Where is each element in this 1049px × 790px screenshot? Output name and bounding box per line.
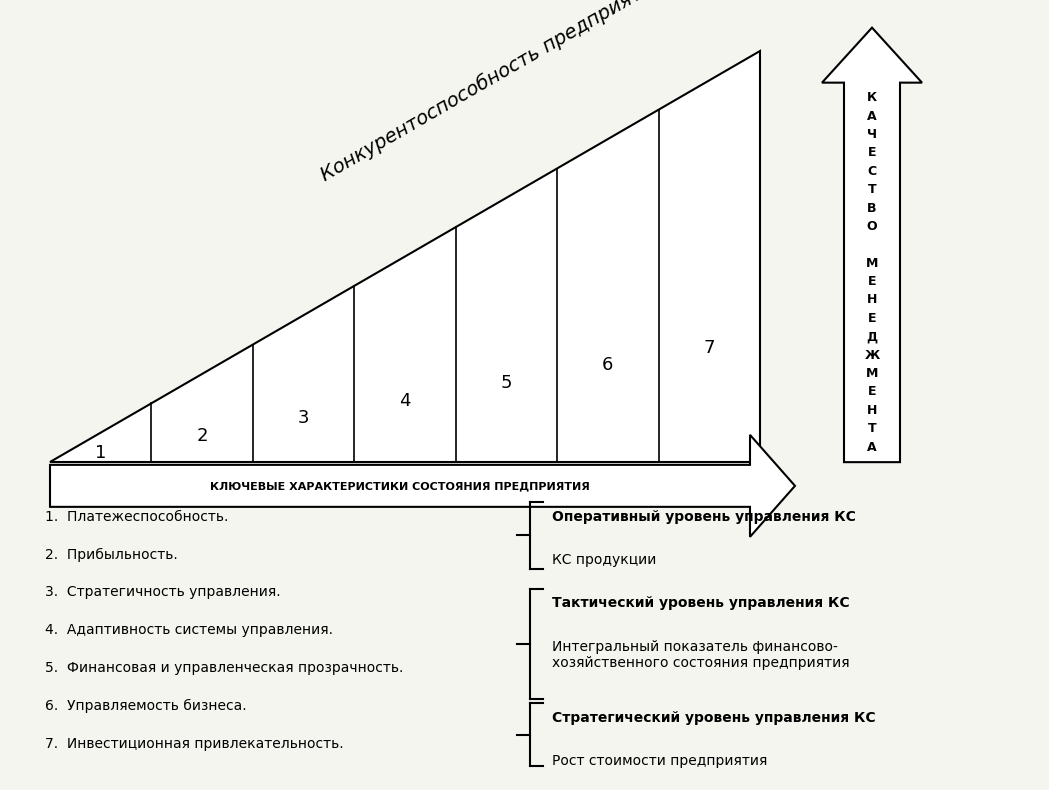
Text: 4: 4 (400, 392, 411, 409)
Text: Тактический уровень управления КС: Тактический уровень управления КС (552, 596, 850, 611)
Text: Е: Е (868, 146, 876, 160)
Text: К: К (866, 91, 877, 104)
Text: Н: Н (866, 404, 877, 417)
Text: 1.  Платежеспособность.: 1. Платежеспособность. (45, 510, 229, 524)
Text: КЛЮЧЕВЫЕ ХАРАКТЕРИСТИКИ СОСТОЯНИЯ ПРЕДПРИЯТИЯ: КЛЮЧЕВЫЕ ХАРАКТЕРИСТИКИ СОСТОЯНИЯ ПРЕДПР… (210, 481, 590, 491)
Text: КС продукции: КС продукции (552, 553, 657, 567)
Text: О: О (866, 220, 877, 233)
Text: 6.  Управляемость бизнеса.: 6. Управляемость бизнеса. (45, 699, 247, 713)
Text: С: С (868, 165, 877, 178)
Polygon shape (50, 435, 795, 537)
Text: А: А (868, 441, 877, 453)
Text: Е: Е (868, 312, 876, 325)
Text: Рост стоимости предприятия: Рост стоимости предприятия (552, 754, 768, 769)
Text: Т: Т (868, 183, 876, 196)
Text: В: В (868, 201, 877, 215)
Text: 7.  Инвестиционная привлекательность.: 7. Инвестиционная привлекательность. (45, 737, 344, 751)
Text: 2.  Прибыльность.: 2. Прибыльность. (45, 547, 177, 562)
Text: Е: Е (868, 386, 876, 398)
Text: М: М (865, 367, 878, 380)
Text: 7: 7 (704, 339, 715, 357)
Text: 5: 5 (500, 374, 512, 392)
Text: Е: Е (868, 275, 876, 288)
Text: 5.  Финансовая и управленческая прозрачность.: 5. Финансовая и управленческая прозрачно… (45, 661, 404, 675)
Text: Конкурентоспособность предприятия: Конкурентоспособность предприятия (317, 0, 666, 185)
Text: М: М (865, 257, 878, 269)
Text: Н: Н (866, 294, 877, 307)
Text: 3.  Стратегичность управления.: 3. Стратегичность управления. (45, 585, 281, 600)
Text: Ч: Ч (868, 128, 877, 141)
Text: Интегральный показатель финансово-
хозяйственного состояния предприятия: Интегральный показатель финансово- хозяй… (552, 640, 850, 670)
Text: 1: 1 (95, 444, 106, 462)
Text: Стратегический уровень управления КС: Стратегический уровень управления КС (552, 711, 876, 725)
Polygon shape (50, 51, 759, 462)
Polygon shape (822, 28, 922, 462)
Text: 6: 6 (602, 356, 614, 374)
Text: 4.  Адаптивность системы управления.: 4. Адаптивность системы управления. (45, 623, 333, 638)
Text: Ж: Ж (864, 348, 880, 362)
Text: Т: Т (868, 423, 876, 435)
Text: 2: 2 (196, 427, 208, 445)
Text: Оперативный уровень управления КС: Оперативный уровень управления КС (552, 510, 856, 524)
Text: 3: 3 (298, 409, 309, 427)
Text: Д: Д (866, 330, 878, 344)
Text: А: А (868, 110, 877, 122)
